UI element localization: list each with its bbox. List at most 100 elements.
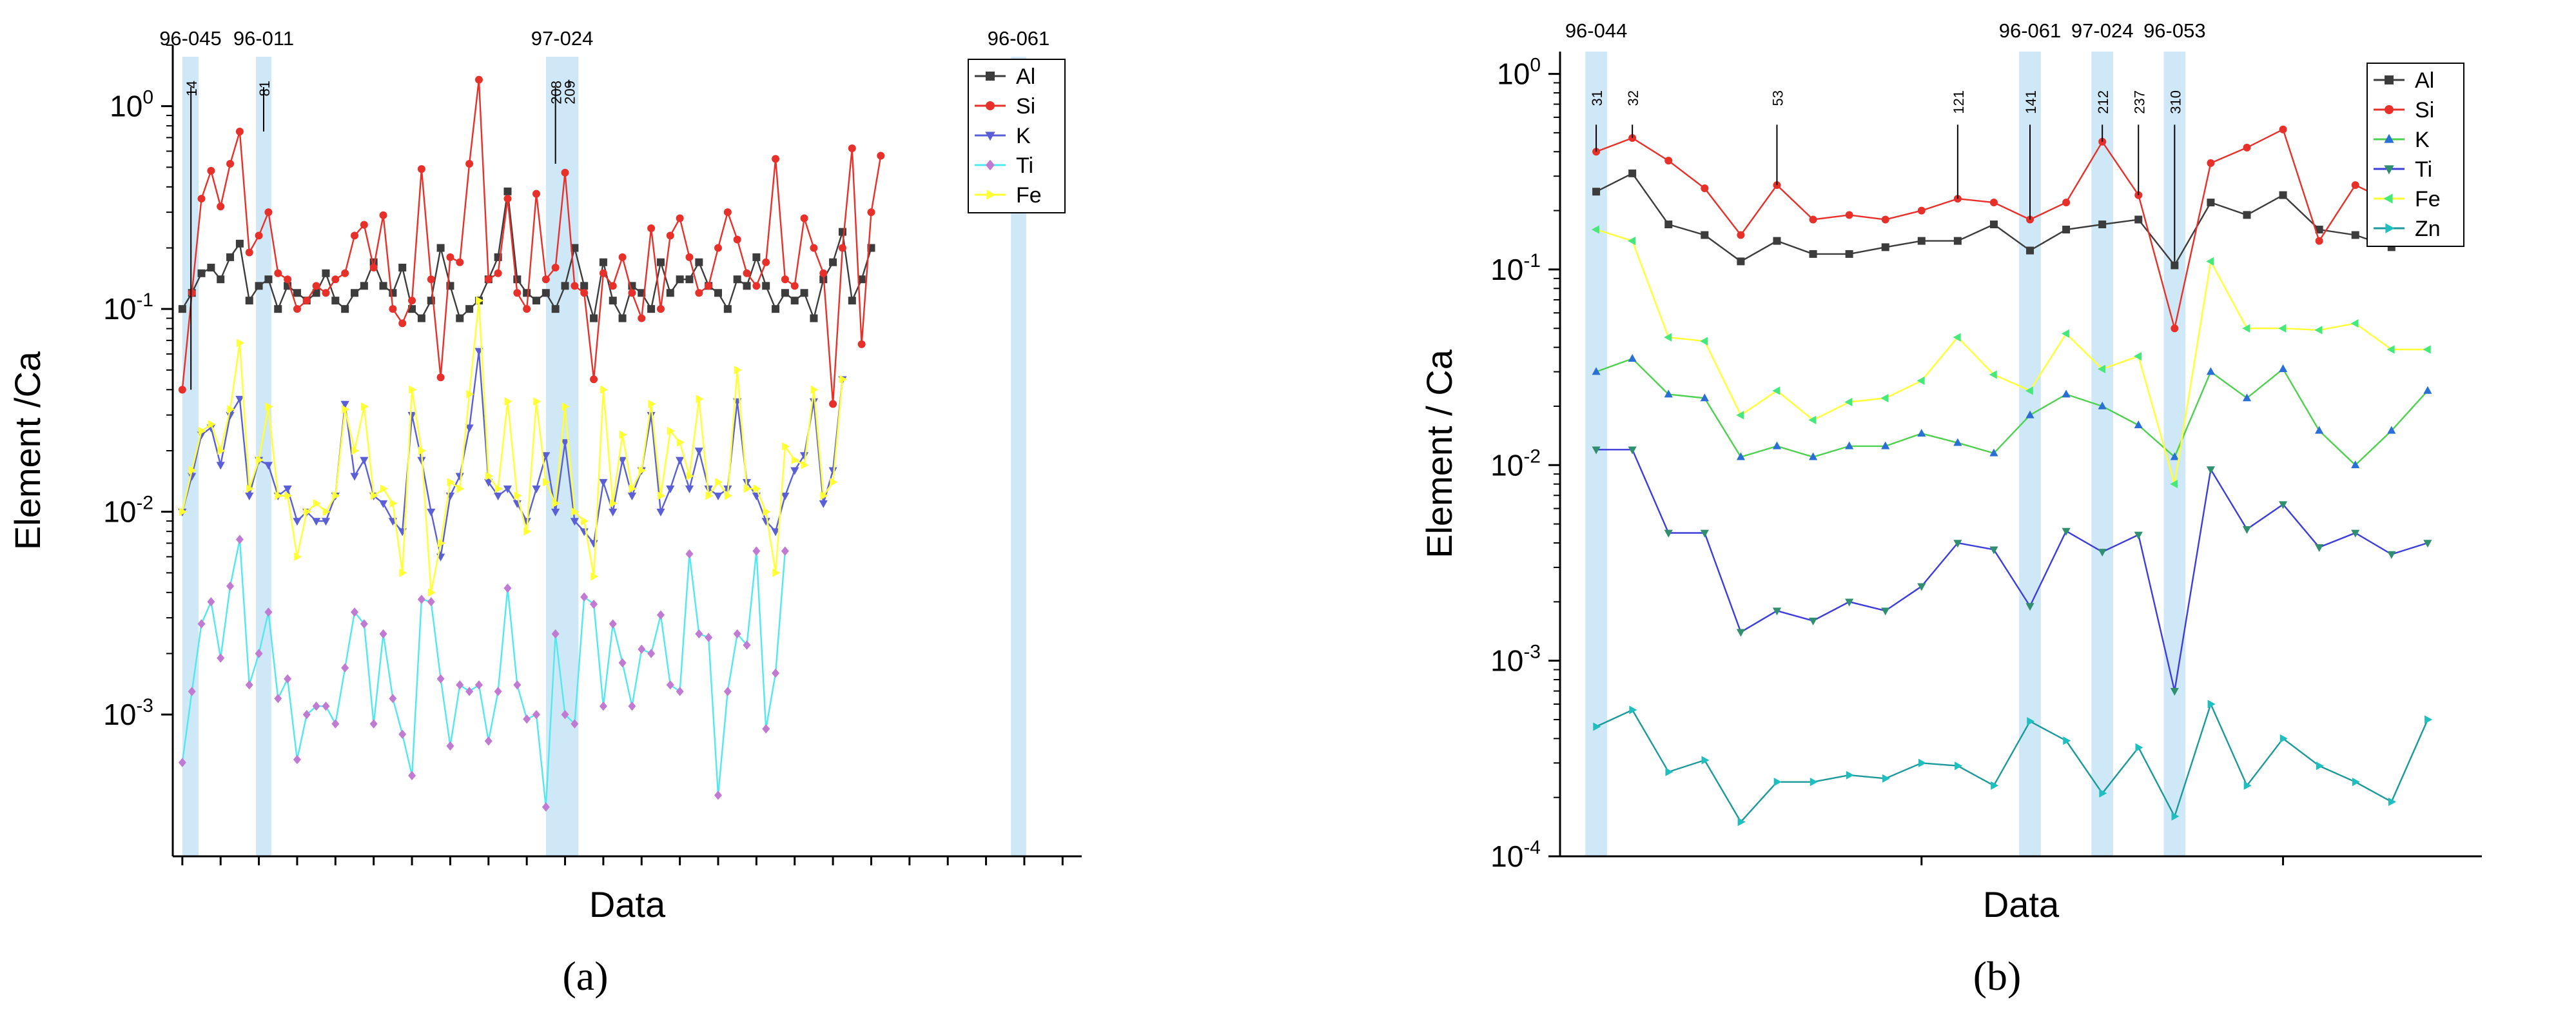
band-label: 96-045 [159, 27, 222, 50]
data-point [1917, 376, 1925, 386]
data-point [2025, 603, 2034, 611]
data-point [284, 491, 293, 500]
data-point [2242, 324, 2250, 333]
data-point [379, 282, 387, 290]
data-point [734, 366, 742, 375]
data-point [2098, 221, 2107, 229]
legend-label: Si [2415, 98, 2434, 123]
data-point [2315, 426, 2324, 434]
data-point [1591, 225, 1599, 234]
data-point [1737, 231, 1745, 239]
data-point [685, 549, 694, 559]
data-point [609, 282, 617, 290]
data-point [1736, 411, 1744, 420]
data-point [685, 275, 694, 284]
data-point [810, 385, 819, 394]
data-point [782, 442, 790, 451]
data-point [1772, 607, 1782, 616]
data-point [407, 411, 416, 420]
data-point [370, 491, 378, 500]
series-line [181, 300, 844, 593]
data-point [436, 674, 445, 684]
data-point [2351, 529, 2360, 538]
series-line [1595, 128, 2428, 329]
data-point [695, 629, 703, 639]
data-point [571, 719, 579, 729]
data-point [696, 395, 704, 404]
data-point [2062, 226, 2071, 234]
data-point [503, 583, 512, 593]
data-point [571, 507, 580, 516]
data-point [2386, 345, 2395, 354]
data-point [312, 282, 320, 290]
data-point [235, 239, 244, 248]
data-point [810, 244, 818, 252]
data-point [590, 314, 598, 322]
data-point [2062, 199, 2071, 207]
data-point [207, 166, 215, 175]
data-point [188, 473, 197, 481]
data-point [446, 253, 454, 261]
data-point [715, 478, 723, 487]
data-point [503, 187, 512, 195]
data-point [828, 467, 837, 475]
data-point [2027, 717, 2035, 726]
band-label: 96-053 [2143, 19, 2206, 42]
data-point [1701, 756, 1710, 765]
data-point [2207, 159, 2215, 167]
data-point [561, 402, 570, 411]
data-point [188, 289, 196, 297]
legend-marker [2385, 105, 2394, 114]
data-point [455, 473, 464, 481]
data-point [523, 289, 531, 297]
panel-b: 96-044 96-061 97-024 96-053 10-4 10-3 10-2 10-1… [1419, 19, 2482, 999]
data-point [351, 289, 358, 297]
data-point [398, 729, 407, 739]
data-point [1773, 237, 1781, 245]
y-tick-label: 10-1 [1490, 250, 1541, 286]
data-point [733, 629, 741, 639]
annotation-label: 310 [2167, 90, 2183, 114]
data-point [571, 244, 579, 252]
data-point [274, 269, 282, 277]
data-point [1772, 386, 1781, 395]
legend-label: Al [2415, 68, 2434, 93]
data-point [743, 269, 751, 277]
data-point [781, 492, 790, 500]
highlight-band [256, 57, 271, 856]
data-point [1737, 257, 1745, 266]
data-point [676, 438, 685, 447]
data-point [255, 455, 264, 464]
data-point [762, 282, 770, 290]
data-point [369, 263, 378, 271]
data-point [877, 152, 885, 160]
legend-marker [986, 101, 995, 110]
data-point [312, 518, 321, 526]
data-point [2025, 386, 2033, 395]
legend-marker [985, 132, 995, 141]
data-point [599, 258, 607, 266]
data-point [761, 518, 770, 526]
data-point [1880, 393, 1889, 403]
data-point [235, 535, 244, 544]
band-label: 96-044 [1565, 19, 1628, 42]
data-point [656, 610, 665, 620]
series-line [1595, 172, 2428, 267]
data-point [2242, 393, 2252, 402]
data-point [2098, 549, 2107, 557]
data-point [743, 282, 751, 290]
data-point [465, 159, 474, 168]
data-point [179, 507, 188, 516]
series-al [1592, 169, 2432, 270]
data-point [1989, 370, 1997, 379]
series-line [1596, 449, 2428, 691]
data-point [274, 305, 282, 313]
data-point [1953, 237, 1962, 245]
data-point [1882, 774, 1890, 783]
data-point [781, 275, 789, 284]
data-point [514, 491, 522, 500]
data-point [245, 492, 254, 500]
series-line [181, 351, 844, 557]
data-point [705, 491, 714, 500]
data-point [378, 500, 388, 508]
